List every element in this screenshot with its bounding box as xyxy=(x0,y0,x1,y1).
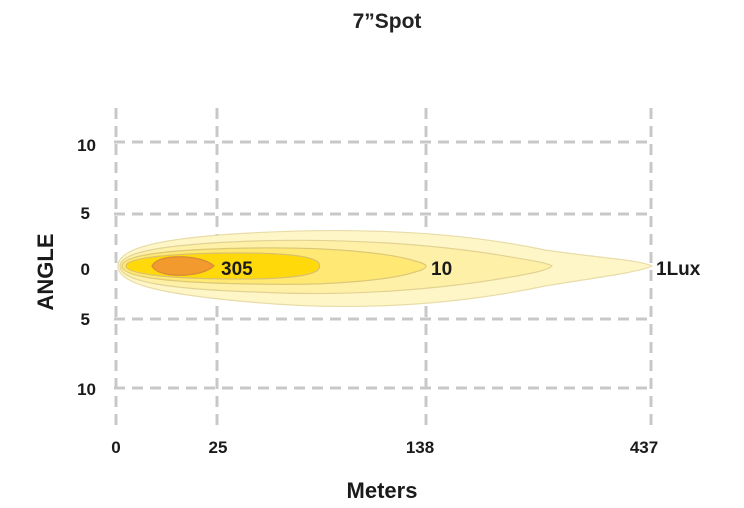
lux-label-10: 10 xyxy=(431,259,452,280)
y-tick-label-10-upper: 10 xyxy=(77,136,96,155)
y-tick-labels: 10 5 0 5 10 xyxy=(77,136,96,399)
y-tick-label-10-lower: 10 xyxy=(77,380,96,399)
beam-pattern xyxy=(117,229,654,307)
x-tick-label-25: 25 xyxy=(209,438,228,457)
chart-title: 7”Spot xyxy=(353,10,422,33)
isolux-contour-305lux xyxy=(151,256,215,276)
y-tick-label-5-lower: 5 xyxy=(81,310,90,329)
y-axis-title: ANGLE xyxy=(33,234,58,311)
y-tick-label-0: 0 xyxy=(81,260,90,279)
lux-label-305: 305 xyxy=(221,259,253,280)
lux-label-1lux: 1Lux xyxy=(656,259,701,280)
x-tick-label-437: 437 xyxy=(630,438,658,457)
x-tick-label-138: 138 xyxy=(406,438,434,457)
x-tick-label-0: 0 xyxy=(111,438,120,457)
y-tick-label-5-upper: 5 xyxy=(81,204,90,223)
x-tick-labels: 0 25 138 437 xyxy=(111,438,658,457)
lux-labels: 305 10 1Lux xyxy=(221,259,701,280)
x-axis-title: Meters xyxy=(347,478,418,503)
